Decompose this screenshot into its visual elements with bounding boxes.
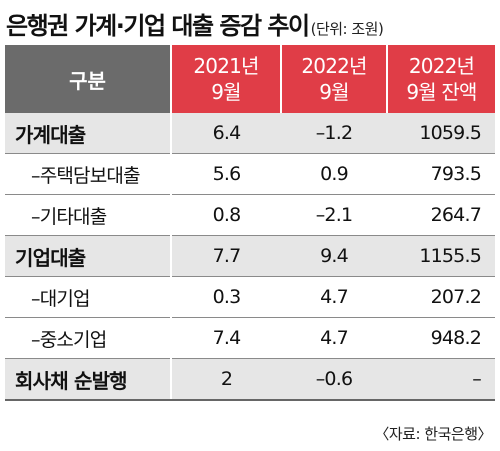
row-label: –주택담보대출: [5, 153, 172, 195]
cell-value: 4.7: [281, 317, 387, 359]
header-col-line: 2021년: [193, 54, 259, 78]
table-row-other-loans: –기타대출 0.8 –2.1 264.7: [5, 194, 495, 236]
cell-value: 5.6: [171, 153, 281, 195]
loan-table: 구분 2021년 9월 2022년 9월 2022년 9월 잔액 가계대출 6.…: [5, 45, 495, 401]
header-row: 구분 2021년 9월 2022년 9월 2022년 9월 잔액: [5, 45, 495, 113]
header-col-line: 9월 잔액: [406, 80, 477, 104]
cell-value: 2: [171, 358, 281, 401]
header-col-2022-sep: 2022년 9월: [280, 45, 387, 113]
header-col-2021-sep: 2021년 9월: [170, 45, 281, 113]
title-row: 은행권 가계·기업 대출 증감 추이 (단위: 조원): [6, 6, 496, 44]
header-col-2022-sep-balance: 2022년 9월 잔액: [386, 45, 495, 113]
cell-value: 1059.5: [387, 113, 495, 154]
cell-value: 264.7: [387, 194, 495, 236]
row-label: –기타대출: [5, 194, 172, 236]
cell-value: –0.6: [281, 358, 387, 401]
table-body: 가계대출 6.4 –1.2 1059.5 –주택담보대출 5.6 0.9 793…: [5, 113, 495, 401]
cell-value: 948.2: [387, 317, 495, 359]
cell-value: 4.7: [281, 276, 387, 318]
cell-value: –2.1: [281, 194, 387, 236]
header-label: 구분: [5, 45, 171, 113]
row-label: 가계대출: [5, 113, 172, 154]
cell-value: 0.8: [171, 194, 281, 236]
table-header: 구분 2021년 9월 2022년 9월 2022년 9월 잔액: [5, 45, 495, 113]
header-col-line: 2022년: [408, 54, 475, 78]
cell-value: 7.4: [171, 317, 281, 359]
cell-value: 9.4: [281, 235, 387, 277]
unit-label: (단위: 조원): [310, 20, 384, 38]
table-title: 은행권 가계·기업 대출 증감 추이: [6, 12, 310, 40]
table-row-mortgage: –주택담보대출 5.6 0.9 793.5: [5, 153, 495, 195]
cell-value: 0.9: [281, 153, 387, 195]
cell-value: 207.2: [387, 276, 495, 318]
table-row-household: 가계대출 6.4 –1.2 1059.5: [5, 113, 495, 154]
cell-value: –1.2: [281, 113, 387, 154]
row-label: 회사채 순발행: [5, 358, 172, 401]
table-row-corporate: 기업대출 7.7 9.4 1155.5: [5, 235, 495, 277]
header-col-line: 9월: [319, 80, 349, 104]
cell-value: 793.5: [387, 153, 495, 195]
table-row-large-corp: –대기업 0.3 4.7 207.2: [5, 276, 495, 318]
source-note: 〈자료: 한국은행〉: [374, 425, 492, 443]
row-label: –중소기업: [5, 317, 172, 359]
cell-value: 0.3: [171, 276, 281, 318]
header-col-line: 9월: [211, 80, 241, 104]
cell-value: 6.4: [171, 113, 281, 154]
cell-value: 7.7: [171, 235, 281, 277]
cell-value: –: [387, 358, 495, 401]
row-label: –대기업: [5, 276, 172, 318]
table-row-corp-bonds: 회사채 순발행 2 –0.6 –: [5, 358, 495, 401]
table-row-sme: –중소기업 7.4 4.7 948.2: [5, 317, 495, 359]
row-label: 기업대출: [5, 235, 172, 277]
header-col-line: 2022년: [301, 54, 367, 78]
cell-value: 1155.5: [387, 235, 495, 277]
